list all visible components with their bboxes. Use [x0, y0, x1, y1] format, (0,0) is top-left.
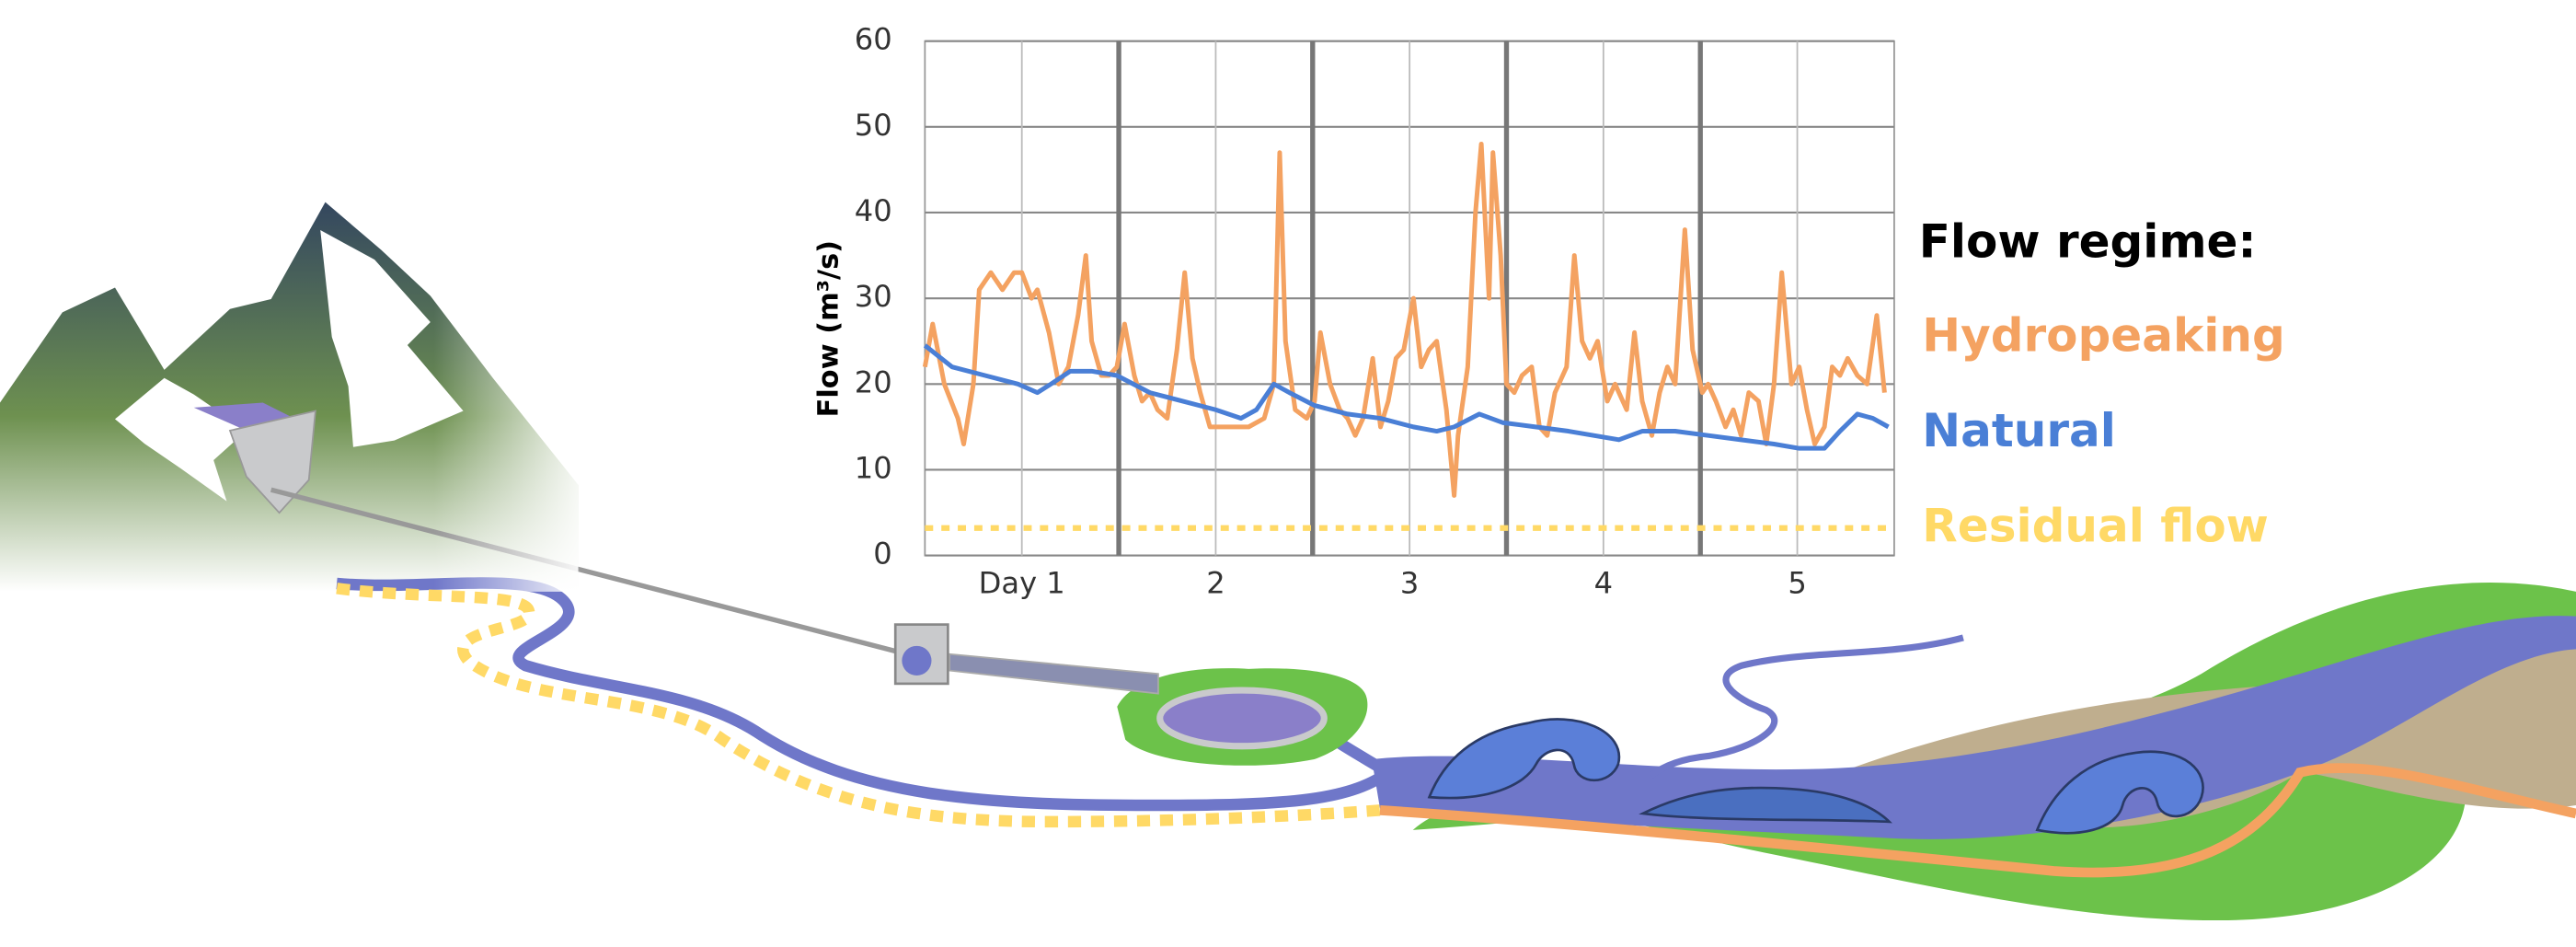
y-tick-label: 20 — [855, 364, 892, 399]
river-lower — [1372, 616, 2576, 839]
y-tick-label: 0 — [873, 537, 891, 572]
legend-entry: Natural — [1922, 404, 2116, 457]
orange-bank — [1379, 763, 2576, 878]
chart-fade — [0, 0, 579, 592]
legend-title: Flow regime: — [1919, 215, 2257, 269]
y-tick-label: 30 — [855, 279, 892, 314]
y-axis-label: Flow (m³/s) — [812, 240, 845, 417]
tributary — [1649, 634, 1964, 779]
canal — [949, 653, 1159, 695]
y-tick-label: 50 — [855, 108, 892, 143]
y-tick-label: 10 — [855, 450, 892, 485]
legend-entry: Hydropeaking — [1922, 308, 2284, 362]
x-tick-label: 2 — [1206, 566, 1225, 601]
turbine — [902, 645, 932, 676]
waves — [1427, 718, 2204, 835]
x-tick-label: 3 — [1400, 566, 1419, 601]
river-upper — [336, 577, 1399, 812]
pond — [1156, 687, 1328, 750]
y-tick-label: 60 — [855, 22, 892, 57]
series-line — [922, 141, 1887, 498]
x-tick-label: Day 1 — [979, 566, 1065, 601]
legend-entry: Residual flow — [1922, 500, 2269, 553]
residual-river — [336, 583, 1381, 828]
y-tick-label: 40 — [855, 193, 892, 228]
x-tick-label: 4 — [1594, 566, 1613, 601]
series-line — [923, 343, 1890, 451]
x-tick-label: 5 — [1788, 566, 1806, 601]
